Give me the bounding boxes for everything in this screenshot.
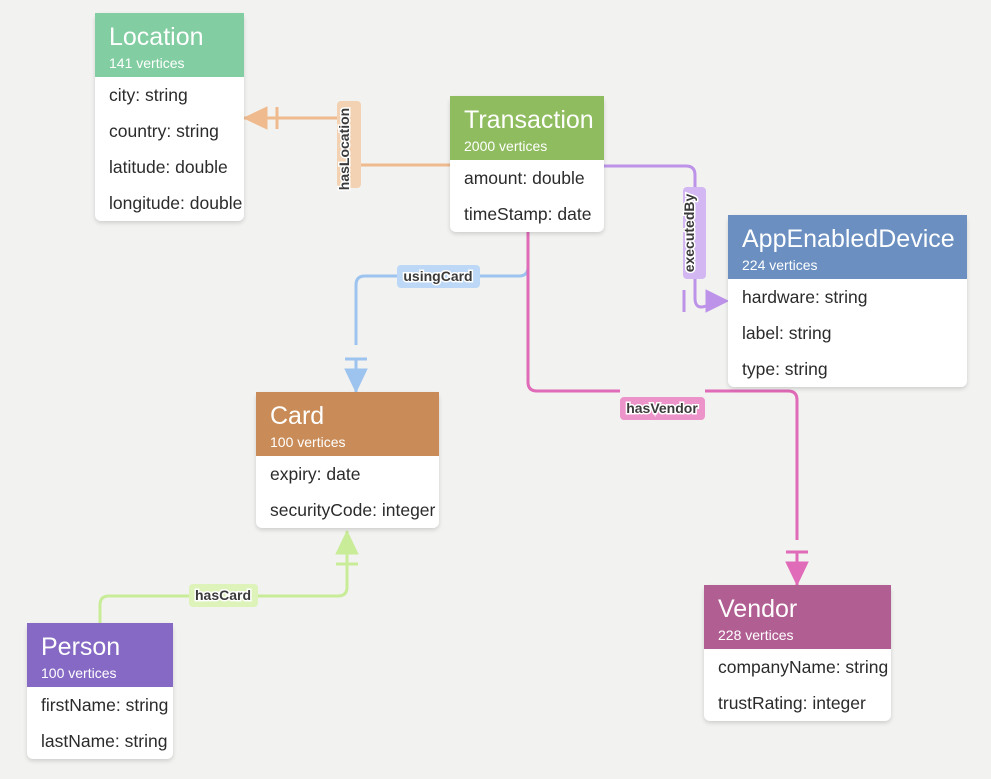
svg-text:hasLocation: hasLocation <box>336 108 352 190</box>
svg-text:usingCard: usingCard <box>403 268 472 284</box>
svg-text:hasCard: hasCard <box>195 587 251 603</box>
svg-text:hasVendor: hasVendor <box>626 400 698 416</box>
svg-text:executedBy: executedBy <box>681 193 697 272</box>
